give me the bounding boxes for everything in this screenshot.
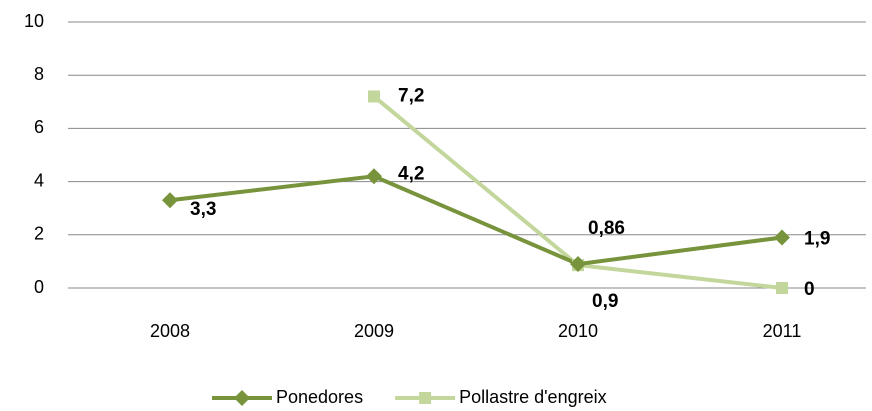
data-point [570, 256, 586, 273]
y-tick-label: 4 [34, 170, 44, 190]
value-label: 1,9 [804, 228, 830, 249]
value-label: 3,3 [190, 199, 216, 220]
value-label: 0 [804, 279, 815, 300]
value-label: 4,2 [398, 163, 424, 184]
value-label: 7,2 [398, 85, 424, 106]
data-point [366, 168, 382, 185]
series-line [169, 174, 783, 267]
y-tick-label: 8 [34, 64, 44, 84]
y-tick-label: 0 [34, 277, 44, 297]
legend-label: Ponedores [276, 387, 363, 407]
x-tick-label: 2009 [354, 321, 394, 341]
x-tick-label: 2011 [763, 321, 802, 341]
legend-marker [419, 392, 432, 404]
data-point [368, 90, 380, 103]
legend-marker [234, 390, 250, 406]
value-label: 0,9 [592, 291, 618, 312]
x-tick-label: 2008 [150, 321, 190, 341]
legend-label: Pollastre d'engreix [459, 387, 607, 407]
y-tick-label: 2 [34, 224, 44, 244]
value-label: 0,86 [588, 218, 625, 239]
y-tick-label: 6 [34, 117, 44, 137]
y-tick-label: 10 [24, 11, 44, 31]
data-point [774, 229, 790, 246]
data-point [776, 282, 788, 294]
x-tick-label: 2010 [558, 321, 598, 341]
data-point [162, 192, 178, 209]
